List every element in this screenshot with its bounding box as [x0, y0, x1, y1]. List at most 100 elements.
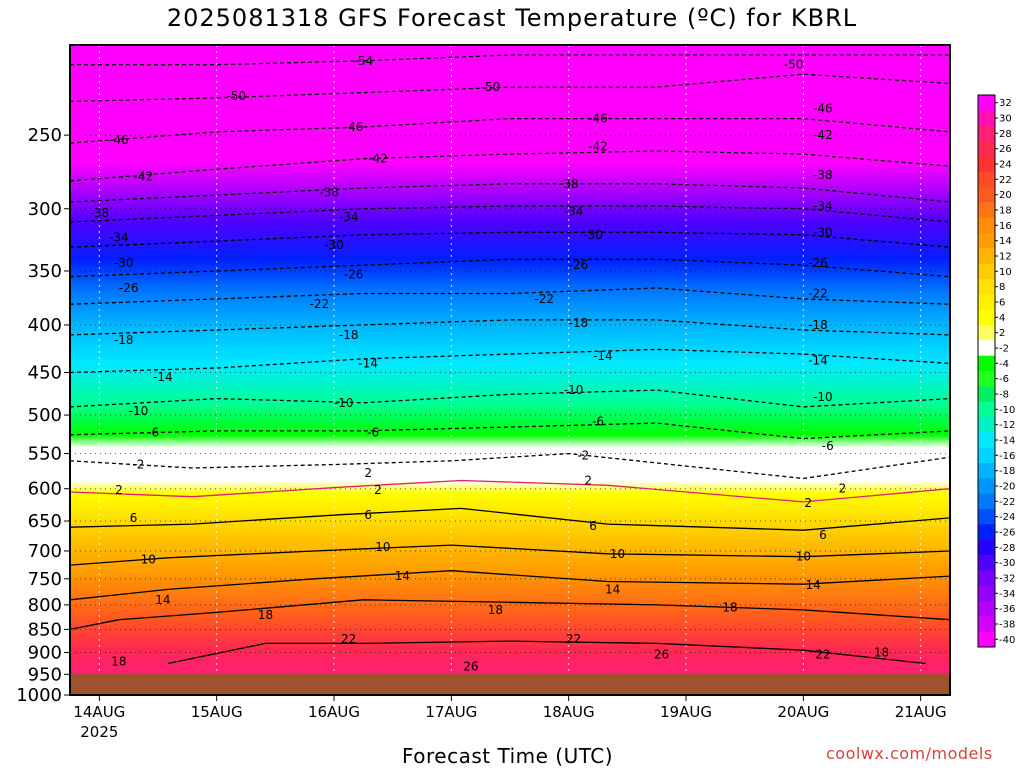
contour-label: -18	[569, 316, 589, 330]
contour-label: -10	[334, 396, 354, 410]
colorbar-label: -38	[999, 620, 1015, 631]
contour-label: -6	[367, 425, 379, 439]
colorbar-swatch	[978, 95, 995, 111]
contour-label: -26	[569, 258, 589, 272]
contour-label: -26	[119, 281, 139, 295]
colorbar-label: 32	[999, 98, 1012, 109]
colorbar-swatch	[978, 309, 995, 326]
colorbar-swatch	[978, 478, 995, 494]
contour-label: 26	[654, 648, 669, 662]
y-tick-label: 450	[28, 363, 62, 384]
contour-label: -10	[813, 390, 833, 404]
colorbar-label: 30	[999, 114, 1012, 125]
contour-labels: -54-50-50-50-46-46-46-46-42-42-42-42-38-…	[90, 54, 890, 674]
y-tick-label: 250	[28, 125, 62, 146]
contour-label: -26	[344, 267, 364, 281]
colorbar-label: -36	[999, 604, 1015, 615]
colorbar-swatch	[978, 585, 995, 602]
colorbar-label: 6	[999, 298, 1005, 309]
contour-label: -46	[588, 112, 608, 126]
colorbar-label: -26	[999, 528, 1015, 539]
contour-label: -14	[358, 356, 378, 370]
contour-label: -14	[593, 349, 613, 363]
contour-label: 10	[141, 553, 156, 567]
y-tick-label: 300	[28, 199, 62, 220]
colorbar-swatch	[978, 631, 995, 648]
y-tick-label: 1000	[16, 685, 62, 706]
contour-label: -42	[368, 152, 388, 166]
x-tick-label: 16AUG	[308, 703, 360, 721]
contour-label: -46	[344, 120, 364, 134]
credit-text: coolwx.com/models	[826, 744, 993, 763]
ground-band	[70, 674, 950, 695]
y-tick-label: 750	[28, 569, 62, 590]
contour-label: -10	[564, 383, 584, 397]
contour-label: 6	[130, 511, 138, 525]
contour-label: -34	[109, 230, 129, 244]
colorbar-label: 20	[999, 190, 1012, 201]
contour-label: -34	[564, 204, 584, 218]
colorbar-label: 24	[999, 160, 1012, 171]
colorbar-label: 28	[999, 129, 1012, 140]
colorbar-swatch	[978, 493, 995, 510]
colorbar-swatch	[978, 340, 995, 356]
x-tick-label: 17AUG	[425, 703, 477, 721]
x-tick-label: 15AUG	[191, 703, 243, 721]
contour-label: 18	[111, 654, 126, 668]
colorbar-swatch	[978, 110, 995, 126]
contour-10	[70, 544, 950, 566]
colorbar-swatch	[978, 294, 995, 310]
colorbar-swatch	[978, 432, 995, 448]
colorbar-frame	[977, 94, 996, 648]
colorbar-label: 10	[999, 267, 1012, 278]
colorbar-swatch	[978, 263, 995, 280]
x-tick-sublabel: 2025	[80, 723, 118, 741]
contour-label: -42	[134, 170, 154, 184]
y-tick-label: 500	[28, 405, 62, 426]
y-tick-label: 550	[28, 444, 62, 465]
y-tick-label: 350	[28, 261, 62, 282]
contour-label: -2	[577, 449, 589, 463]
colorbar-swatch	[978, 125, 995, 142]
contour-label: -2	[132, 457, 144, 471]
colorbar-label: 12	[999, 252, 1012, 263]
colorbar-swatch	[978, 355, 995, 372]
colorbar-swatch	[978, 601, 995, 617]
colorbar-label: -28	[999, 543, 1015, 554]
colorbar-label: -32	[999, 574, 1015, 585]
x-axis: 14AUG 2025 15AUG 16AUG 17AUG 18AUG 19AUG 20AUG 2…	[73, 695, 947, 741]
contour-22	[167, 640, 926, 665]
colorbar-swatch	[978, 279, 995, 295]
contour-label: 22	[815, 648, 830, 662]
x-tick-label: 14AUG	[73, 703, 125, 721]
x-tick-label: 18AUG	[543, 703, 595, 721]
colorbar-swatch	[978, 463, 995, 479]
colorbar-label: 26	[999, 144, 1012, 155]
colorbar-label: -4	[999, 359, 1009, 370]
contour-label: -22	[534, 292, 554, 306]
y-tick-label: 850	[28, 619, 62, 640]
contour--42	[70, 150, 950, 182]
contour-label: -50	[226, 89, 246, 103]
y-tick-label: 700	[28, 541, 62, 562]
contour-label: 14	[805, 578, 820, 592]
contour--46	[70, 117, 950, 144]
contour-label: 2	[584, 474, 592, 488]
colorbar-label: -10	[999, 405, 1015, 416]
contour-label: 18	[874, 645, 889, 659]
colorbar-label: 4	[999, 313, 1005, 324]
contour-label: 18	[722, 600, 737, 614]
contour-label: -10	[129, 404, 149, 418]
contour-label: -42	[588, 139, 608, 153]
colorbar-label: -8	[999, 390, 1009, 401]
contour-label: 14	[395, 569, 410, 583]
contour-label: -38	[90, 206, 110, 220]
colorbar-label: 16	[999, 221, 1012, 232]
colorbar-swatch	[978, 156, 995, 172]
contour-label: -18	[114, 333, 134, 347]
contour-label: -30	[583, 228, 603, 242]
colorbar-swatch	[978, 570, 995, 586]
contour-label: -6	[592, 414, 604, 428]
colorbar: 32 30 28 26 24 22 20 18 16 14 12 10 8 6 4 2 -2 -4 -6 -8 -10 -…	[977, 94, 1015, 648]
